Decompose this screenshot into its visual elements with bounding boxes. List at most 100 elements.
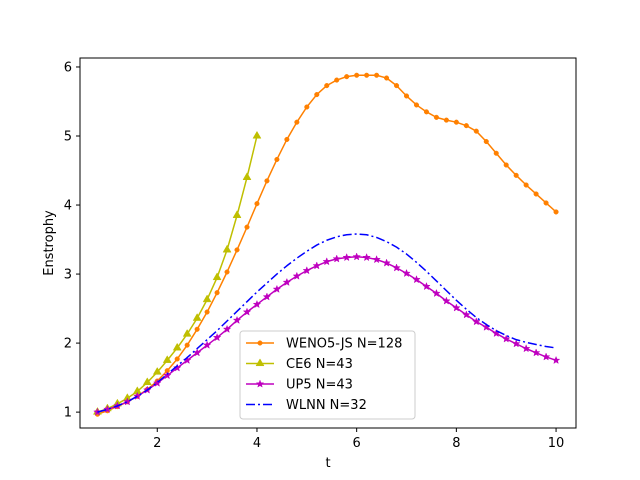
data-point	[264, 178, 270, 184]
x-tick-label: 2	[153, 436, 161, 451]
data-point	[192, 313, 202, 321]
data-point	[202, 340, 212, 349]
data-point	[242, 172, 252, 180]
x-tick-label: 8	[452, 436, 460, 451]
data-point	[222, 244, 232, 253]
data-point	[182, 329, 192, 337]
data-point	[412, 275, 421, 284]
data-point	[342, 252, 351, 262]
data-point	[362, 252, 371, 262]
data-point	[272, 284, 282, 293]
data-point	[531, 348, 541, 357]
data-point	[402, 268, 411, 278]
data-point	[302, 266, 312, 275]
data-point	[244, 224, 250, 230]
y-axis-label: Enstrophy	[42, 210, 57, 276]
data-point	[234, 247, 240, 253]
legend-entry: UP5 N=43	[246, 378, 353, 393]
y-tick-label: 5	[64, 130, 72, 145]
data-point	[352, 252, 361, 261]
data-point	[453, 119, 459, 125]
data-point	[324, 83, 330, 89]
legend-entry: WLNN N=32	[246, 398, 367, 413]
data-point	[533, 191, 539, 197]
legend-swatch-marker	[255, 379, 265, 388]
data-point	[393, 83, 400, 89]
data-point	[232, 210, 242, 218]
x-tick-label: 4	[253, 436, 261, 451]
data-point	[403, 93, 410, 99]
data-point	[202, 294, 212, 303]
series-line	[97, 233, 557, 413]
data-point	[184, 342, 190, 348]
data-point	[472, 317, 481, 326]
data-point	[384, 75, 390, 81]
data-point	[294, 119, 300, 125]
data-point	[152, 366, 162, 375]
data-point	[432, 288, 441, 298]
data-point	[292, 271, 302, 280]
data-point	[372, 255, 381, 264]
data-point	[214, 290, 220, 296]
data-point	[172, 363, 182, 372]
data-point	[364, 72, 370, 78]
data-point	[382, 258, 391, 267]
data-point	[501, 334, 511, 343]
legend-label: WENO5-JS N=128	[286, 337, 402, 352]
data-point	[374, 72, 380, 78]
data-point	[503, 162, 509, 168]
data-point	[513, 172, 519, 178]
legend-swatch-marker	[255, 358, 265, 367]
y-tick-label: 4	[64, 199, 72, 214]
data-point	[212, 333, 222, 342]
data-point	[142, 377, 152, 385]
data-point	[252, 130, 262, 139]
x-axis-label: t	[325, 456, 330, 471]
data-point	[174, 356, 180, 362]
data-point	[162, 371, 172, 380]
data-point	[194, 326, 200, 332]
y-tick-label: 3	[64, 268, 72, 283]
data-point	[433, 114, 439, 120]
data-point	[423, 109, 430, 115]
data-point	[242, 307, 252, 316]
data-point	[284, 136, 290, 143]
data-point	[523, 182, 529, 188]
data-point	[473, 128, 479, 134]
data-point	[312, 261, 322, 270]
data-point	[462, 310, 471, 319]
data-point	[493, 150, 499, 156]
series-weno5-js-n-128	[94, 72, 559, 417]
legend-entry: WENO5-JS N=128	[246, 337, 402, 352]
data-point	[224, 269, 230, 275]
legend-entry: CE6 N=43	[246, 357, 353, 372]
data-point	[212, 272, 222, 281]
data-point	[422, 281, 431, 291]
data-point	[483, 138, 489, 145]
data-point	[274, 156, 280, 163]
data-point	[443, 117, 449, 123]
data-point	[392, 263, 401, 272]
data-point	[521, 344, 531, 353]
data-point	[204, 309, 210, 315]
data-point	[442, 296, 451, 305]
data-point	[452, 303, 461, 312]
data-point	[553, 209, 559, 215]
y-tick-label: 1	[64, 406, 72, 421]
y-tick-label: 6	[64, 60, 72, 75]
series-wlnn-n-32	[97, 233, 557, 413]
data-point	[162, 355, 172, 363]
data-point	[172, 342, 182, 351]
data-point	[222, 324, 232, 333]
legend-box	[239, 330, 416, 420]
x-tick-label: 6	[353, 436, 361, 451]
data-point	[332, 254, 342, 263]
data-point	[543, 200, 549, 206]
data-point	[254, 201, 260, 207]
data-point	[551, 355, 561, 365]
legend-label: UP5 N=43	[286, 378, 353, 393]
data-point	[252, 299, 262, 309]
data-point	[282, 277, 292, 286]
data-point	[463, 123, 469, 129]
